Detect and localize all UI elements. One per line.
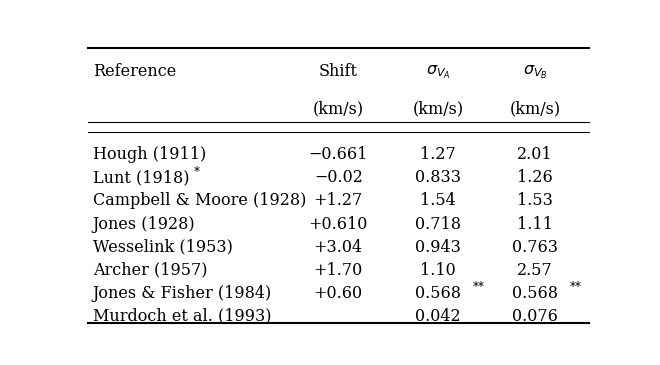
Text: 0.763: 0.763 — [512, 239, 558, 255]
Text: (km/s): (km/s) — [412, 100, 463, 117]
Text: $\sigma_{V_B}$: $\sigma_{V_B}$ — [523, 64, 548, 81]
Text: +0.60: +0.60 — [314, 285, 363, 301]
Text: **: ** — [473, 281, 485, 294]
Text: Campbell & Moore (1928): Campbell & Moore (1928) — [92, 192, 306, 210]
Text: −0.02: −0.02 — [314, 169, 363, 187]
Text: 1.26: 1.26 — [517, 169, 553, 187]
Text: +1.27: +1.27 — [314, 192, 363, 210]
Text: $\sigma_{V_A}$: $\sigma_{V_A}$ — [426, 64, 450, 81]
Text: Hough (1911): Hough (1911) — [92, 146, 206, 164]
Text: Shift: Shift — [319, 64, 358, 80]
Text: Wesselink (1953): Wesselink (1953) — [92, 239, 232, 255]
Text: 0.718: 0.718 — [415, 215, 461, 233]
Text: 1.53: 1.53 — [517, 192, 553, 210]
Text: (km/s): (km/s) — [510, 100, 561, 117]
Text: −0.661: −0.661 — [309, 146, 368, 164]
Text: +3.04: +3.04 — [314, 239, 363, 255]
Text: 1.54: 1.54 — [420, 192, 456, 210]
Text: 1.11: 1.11 — [517, 215, 553, 233]
Text: *: * — [194, 166, 200, 179]
Text: 1.10: 1.10 — [420, 262, 456, 278]
Text: Reference: Reference — [92, 64, 176, 80]
Text: 0.833: 0.833 — [415, 169, 461, 187]
Text: 1.27: 1.27 — [420, 146, 456, 164]
Text: Lunt (1918): Lunt (1918) — [92, 169, 189, 187]
Text: 0.568: 0.568 — [415, 285, 461, 301]
Text: 0.943: 0.943 — [415, 239, 461, 255]
Text: Murdoch et al. (1993): Murdoch et al. (1993) — [92, 308, 271, 325]
Text: 2.57: 2.57 — [517, 262, 553, 278]
Text: Jones & Fisher (1984): Jones & Fisher (1984) — [92, 285, 272, 301]
Text: **: ** — [570, 281, 582, 294]
Text: (km/s): (km/s) — [313, 100, 364, 117]
Text: 0.568: 0.568 — [512, 285, 558, 301]
Text: Archer (1957): Archer (1957) — [92, 262, 207, 278]
Text: +1.70: +1.70 — [314, 262, 363, 278]
Text: +0.610: +0.610 — [309, 215, 368, 233]
Text: Jones (1928): Jones (1928) — [92, 215, 195, 233]
Text: 0.042: 0.042 — [415, 308, 461, 325]
Text: 0.076: 0.076 — [512, 308, 558, 325]
Text: 2.01: 2.01 — [517, 146, 553, 164]
